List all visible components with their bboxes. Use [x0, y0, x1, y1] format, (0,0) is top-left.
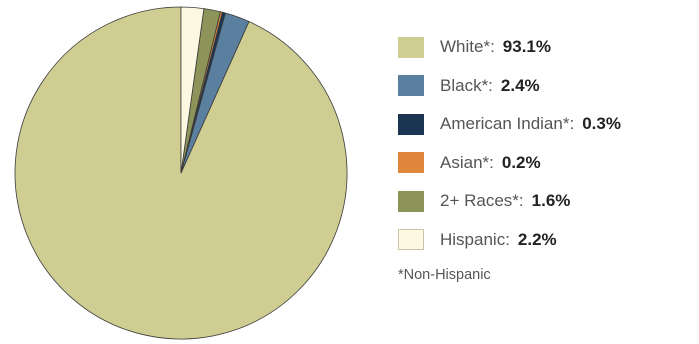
legend-value: 93.1%: [502, 37, 551, 57]
legend-swatch: [398, 229, 424, 251]
legend-label: White*:: [440, 37, 495, 57]
legend-label: Hispanic:: [440, 229, 510, 249]
legend-label: 2+ Races*:: [440, 191, 524, 211]
legend: White*: 93.1% Black*: 2.4% American Indian*:…: [398, 28, 696, 283]
pie-slice-hispanic: [180, 6, 205, 174]
legend-value: 1.6%: [531, 191, 571, 211]
legend-item: Asian*: 0.2%: [398, 144, 696, 183]
legend-item: Hispanic: 2.2%: [398, 221, 696, 260]
legend-value: 2.2%: [517, 229, 557, 249]
legend-item: White*: 93.1%: [398, 28, 696, 67]
legend-item: American Indian*: 0.3%: [398, 105, 696, 144]
legend-label: Asian*:: [440, 152, 494, 172]
pie-chart: [14, 6, 348, 340]
legend-label: American Indian*:: [440, 114, 575, 134]
footnote: *Non-Hispanic: [398, 267, 491, 283]
legend-item: 2+ Races*: 1.6%: [398, 182, 696, 221]
legend-value: 2.4%: [500, 75, 540, 95]
legend-label: Black*:: [440, 75, 493, 95]
legend-swatch: [398, 75, 424, 97]
legend-value: 0.3%: [582, 114, 621, 134]
legend-swatch: [398, 36, 424, 58]
legend-value: 0.2%: [501, 152, 541, 172]
legend-swatch: [398, 152, 424, 174]
legend-item: Black*: 2.4%: [398, 67, 696, 106]
legend-swatch: [398, 113, 424, 135]
legend-swatch: [398, 190, 424, 212]
